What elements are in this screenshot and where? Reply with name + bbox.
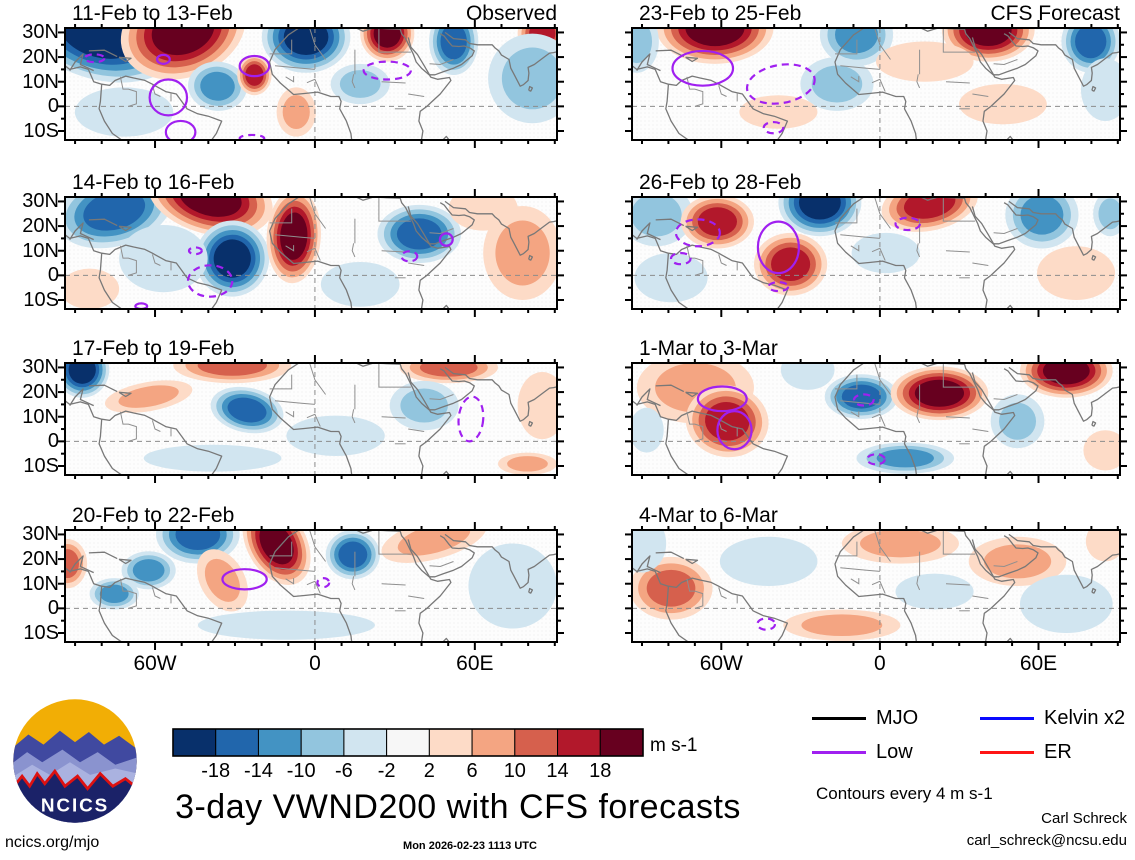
low-line-swatch — [812, 750, 866, 754]
colorbar-unit-label: m s-1 — [650, 735, 698, 756]
generation-timestamp: Mon 2026-02-23 1113 UTC — [403, 840, 537, 852]
colorbar-tick-label: -18 — [201, 760, 231, 782]
lat-tick-label: 20N — [22, 215, 59, 238]
lon-tick-label: 60W — [133, 652, 177, 675]
colorbar-tick-label: 6 — [466, 760, 478, 782]
ncics-logo-text: NCICS — [41, 795, 109, 816]
panel-title-3: 17-Feb to 19-Feb — [72, 337, 235, 360]
lat-tick-label: 10N — [22, 239, 59, 262]
lat-tick-label: 20N — [22, 381, 59, 404]
map-panel-observed-2 — [58, 189, 564, 317]
ncics-logo: NCICS — [12, 698, 138, 829]
column-label-forecast: CFS Forecast — [990, 2, 1120, 25]
lat-tick-label: 10S — [23, 454, 59, 477]
lat-tick-label: 20N — [22, 46, 59, 69]
map-panel-forecast-2 — [625, 189, 1127, 317]
legend-label-kelvin: Kelvin x2 — [1044, 706, 1126, 729]
lat-tick-label: 30N — [22, 356, 59, 379]
lat-tick-label: 30N — [22, 21, 59, 44]
lat-tick-label: 0 — [47, 264, 59, 287]
panel-title-1: 11-Feb to 13-Feb — [72, 2, 233, 25]
map-canvas — [625, 355, 1127, 483]
colorbar-tick-label: -2 — [377, 760, 396, 782]
map-canvas — [625, 20, 1127, 148]
map-panel-forecast-4 — [625, 522, 1127, 650]
lat-tick-label: 0 — [47, 430, 59, 453]
panel-title-8: 4-Mar to 6-Mar — [639, 504, 778, 527]
figure-title: 3-day VWND200 with CFS forecasts — [175, 788, 741, 826]
legend-item-kelvin: Kelvin x2 — [980, 706, 1128, 730]
colorbar-tick-label: 2 — [423, 760, 435, 782]
lon-tick-label: 60E — [1019, 652, 1058, 675]
lon-tick-label: 60W — [699, 652, 743, 675]
er-line-swatch — [980, 750, 1034, 754]
legend-label-mjo: MJO — [876, 706, 919, 729]
colorbar-tick-label: 18 — [589, 760, 612, 782]
contour-interval-note: Contours every 4 m s-1 — [816, 784, 993, 803]
lon-tick-label: 0 — [309, 652, 321, 675]
lat-tick-label: 0 — [47, 597, 59, 620]
map-canvas — [58, 20, 564, 148]
legend-label-er: ER — [1044, 740, 1072, 763]
colorbar — [172, 728, 644, 762]
panel-title-6: 26-Feb to 28-Feb — [639, 171, 802, 194]
ncics-logo-icon: NCICS — [13, 699, 137, 823]
lon-tick-label: 0 — [874, 652, 886, 675]
lat-tick-label: 10N — [22, 572, 59, 595]
kelvin-line-swatch — [980, 716, 1034, 720]
author-credit: Carl Schreck — [1041, 810, 1127, 827]
colorbar-tick-label: -10 — [286, 760, 316, 782]
lat-tick-label: 30N — [22, 523, 59, 546]
site-url: ncics.org/mjo — [5, 834, 100, 851]
lon-tick-label: 60E — [456, 652, 494, 675]
map-canvas — [58, 355, 564, 483]
map-panel-observed-3 — [58, 355, 564, 483]
wave-legend: MJO Kelvin x2 Low ER — [812, 706, 1128, 774]
map-canvas — [58, 522, 564, 650]
lat-tick-label: 0 — [47, 95, 59, 118]
panel-title-7: 1-Mar to 3-Mar — [639, 337, 778, 360]
colorbar-tick-label: 10 — [503, 760, 526, 782]
lat-tick-label: 10S — [23, 119, 59, 142]
map-canvas — [625, 522, 1127, 650]
legend-label-low: Low — [876, 740, 913, 763]
panel-title-4: 20-Feb to 22-Feb — [72, 504, 235, 527]
map-panel-observed-4 — [58, 522, 564, 650]
colorbar-tick-label: -14 — [244, 760, 273, 782]
map-panel-observed-1 — [58, 20, 564, 148]
column-label-observed: Observed — [465, 2, 557, 25]
lat-tick-label: 20N — [22, 548, 59, 571]
colorbar-canvas — [172, 728, 644, 757]
map-canvas — [625, 189, 1127, 317]
author-email: carl_schreck@ncsu.edu — [966, 832, 1127, 849]
panel-title-2: 14-Feb to 16-Feb — [72, 171, 235, 194]
lat-tick-label: 10S — [23, 288, 59, 311]
map-panel-forecast-1 — [625, 20, 1127, 148]
lat-tick-label: 30N — [22, 190, 59, 213]
colorbar-tick-label: -6 — [335, 760, 353, 782]
panel-title-5: 23-Feb to 25-Feb — [639, 2, 802, 25]
lat-tick-label: 10S — [23, 621, 59, 644]
map-panel-forecast-3 — [625, 355, 1127, 483]
legend-item-low: Low — [812, 740, 980, 764]
legend-item-mjo: MJO — [812, 706, 980, 730]
mjo-line-swatch — [812, 716, 866, 720]
lat-tick-label: 10N — [22, 70, 59, 93]
legend-item-er: ER — [980, 740, 1128, 764]
lat-tick-label: 10N — [22, 405, 59, 428]
colorbar-tick-label: 14 — [546, 760, 569, 782]
map-canvas — [58, 189, 564, 317]
